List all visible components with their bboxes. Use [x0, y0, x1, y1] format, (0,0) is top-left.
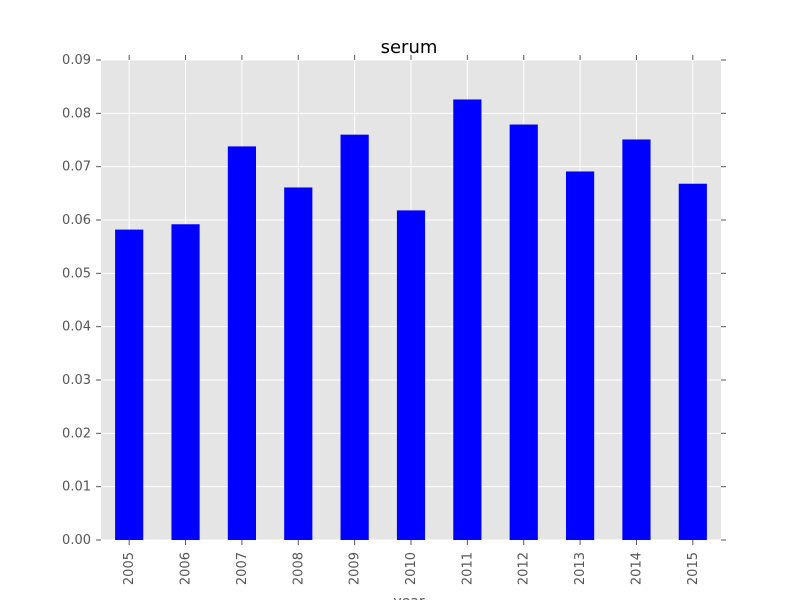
x-tick-label: 2014 — [629, 552, 644, 585]
x-tick-labels: 2005 2006 2007 2008 2009 2010 2011 2012 2013 2014… — [122, 552, 701, 585]
y-tick-label: 0.01 — [62, 480, 91, 495]
y-tick-label: 0.00 — [62, 533, 91, 548]
y-tick-label: 0.09 — [62, 53, 91, 68]
x-tick-label: 2005 — [122, 552, 137, 585]
y-tick-label: 0.02 — [62, 426, 91, 441]
bar-2013 — [566, 171, 595, 540]
y-tick-label: 0.07 — [62, 160, 91, 175]
bar-2014 — [622, 139, 651, 540]
y-tick-label: 0.04 — [62, 320, 91, 335]
x-tick-label: 2006 — [179, 552, 194, 585]
bar-2010 — [396, 210, 426, 540]
bar-2006 — [171, 224, 200, 540]
x-tick-label: 2012 — [517, 552, 532, 585]
bar-2007 — [227, 146, 256, 540]
y-tick-labels: 0.00 0.01 0.02 0.03 0.04 0.05 0.06 0.07 0.08 0.09 — [62, 53, 91, 548]
bar-series — [115, 99, 707, 541]
x-tick-label: 2010 — [404, 552, 419, 585]
y-tick-label: 0.03 — [62, 373, 91, 388]
bar-2005 — [115, 229, 144, 540]
bar-2009 — [340, 134, 369, 540]
x-tick-label: 2008 — [291, 552, 306, 585]
bar-2012 — [509, 124, 538, 541]
x-tick-label: 2007 — [235, 552, 250, 585]
y-tick-label: 0.06 — [62, 213, 91, 228]
axis-ticks — [96, 55, 726, 545]
chart-title: serum — [381, 37, 438, 58]
bar-2011 — [453, 99, 482, 540]
x-axis-label: year — [393, 594, 424, 600]
bar-2015 — [678, 183, 707, 540]
x-tick-label: 2009 — [348, 552, 363, 585]
x-tick-label: 2013 — [573, 552, 588, 585]
y-tick-label: 0.08 — [62, 106, 91, 121]
y-tick-label: 0.05 — [62, 266, 91, 281]
x-tick-label: 2011 — [460, 552, 475, 585]
x-tick-label: 2015 — [686, 552, 701, 585]
bar-2008 — [284, 187, 313, 540]
